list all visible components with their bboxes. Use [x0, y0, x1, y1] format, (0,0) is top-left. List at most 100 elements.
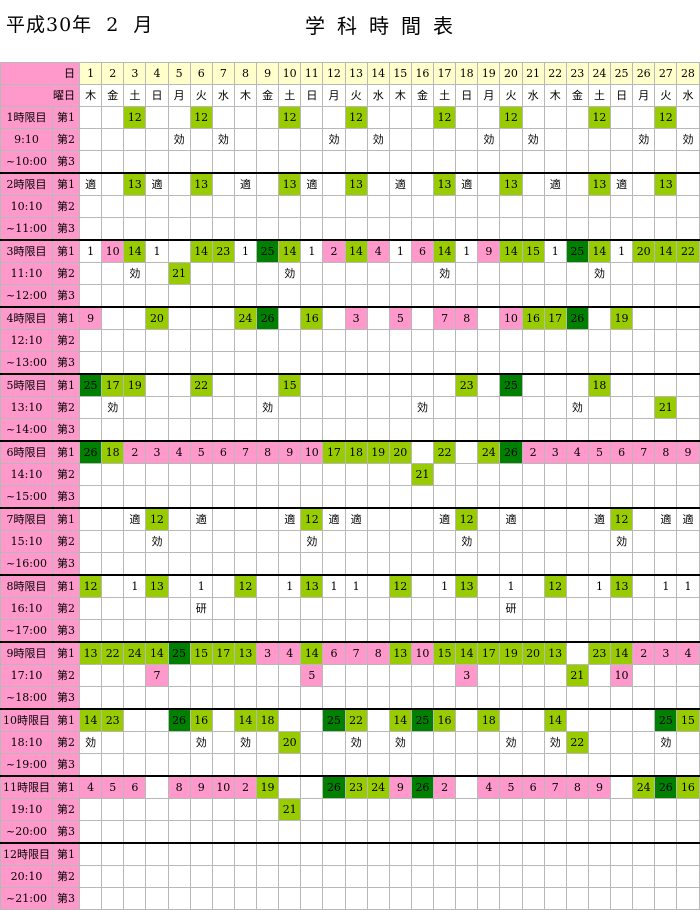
slot-cell [609, 597, 634, 620]
period-12-row-1: 12時限目 第1 [0, 842, 700, 866]
slot-cell [123, 664, 147, 687]
weekday-row: 曜日木金土日月火水木金土日月火水木金土日月火水木金土日月火水 [0, 84, 700, 107]
slot-cell [167, 306, 191, 330]
sub-slot-label: 第2 [52, 262, 80, 285]
slot-cell: 効 [632, 128, 656, 151]
slot-cell [344, 284, 368, 308]
slot-cell [167, 574, 191, 598]
slot-cell [587, 686, 612, 710]
slot-cell [344, 552, 368, 576]
slot-cell [587, 306, 612, 330]
slot-cell [477, 842, 501, 866]
slot-cell: 17 [322, 440, 346, 464]
period-2-label: 2時限目 [0, 172, 53, 196]
slot-cell [676, 396, 700, 419]
slot-cell: 適 [233, 172, 258, 196]
slot-cell [278, 597, 302, 620]
slot-cell: 適 [432, 507, 457, 531]
slot-cell [101, 865, 125, 888]
slot-cell [167, 507, 191, 531]
slot-cell: 1 [344, 574, 368, 598]
slot-cell [609, 106, 634, 129]
slot-cell [278, 396, 302, 419]
period-3-label: ~12:00 [0, 284, 53, 308]
slot-cell [587, 887, 612, 910]
slot-cell [632, 574, 656, 598]
slot-cell: 15 [432, 641, 457, 665]
slot-cell [676, 195, 700, 218]
slot-cell [477, 731, 501, 754]
slot-cell [78, 351, 103, 375]
slot-cell [78, 418, 103, 442]
slot-cell [300, 887, 324, 910]
slot-cell [521, 753, 545, 777]
slot-cell: 21 [410, 463, 435, 486]
slot-cell [477, 507, 501, 531]
slot-cell: 16 [521, 306, 545, 330]
slot-cell: 14 [432, 239, 457, 263]
slot-cell [676, 798, 700, 821]
slot-cell: 7 [543, 775, 567, 799]
slot-cell [499, 128, 523, 151]
weekday-4: 日 [145, 84, 169, 107]
slot-cell [167, 284, 191, 308]
slot-cell [388, 106, 412, 129]
slot-cell [410, 172, 435, 196]
slot-cell [499, 753, 523, 777]
sub-slot-label: 第3 [52, 351, 80, 375]
slot-cell [521, 552, 545, 576]
slot-cell [300, 373, 324, 397]
slot-cell [278, 128, 302, 151]
slot-cell [366, 753, 390, 777]
day-number-2: 2 [101, 62, 125, 85]
slot-cell [189, 798, 213, 821]
slot-cell: 1 [189, 574, 213, 598]
period-11-label: 19:10 [0, 798, 53, 821]
slot-cell [499, 217, 523, 241]
period-1-row-3: ~10:00 第3 [0, 150, 700, 174]
sub-slot-label: 第2 [52, 530, 80, 553]
slot-cell [587, 731, 612, 754]
slot-cell [565, 507, 589, 531]
slot-cell [101, 306, 125, 330]
slot-cell [410, 195, 435, 218]
slot-cell [609, 373, 634, 397]
slot-cell: 5 [189, 440, 213, 464]
slot-cell [609, 619, 634, 643]
slot-cell [565, 150, 589, 174]
slot-cell: 13 [344, 172, 368, 196]
slot-cell: 効 [499, 731, 523, 754]
slot-cell [632, 753, 656, 777]
slot-cell [565, 798, 589, 821]
slot-cell: 4 [167, 440, 191, 464]
slot-cell [632, 463, 656, 486]
slot-cell: 3 [145, 440, 169, 464]
slot-cell [654, 485, 678, 509]
slot-cell [499, 329, 523, 352]
slot-cell: 効 [322, 128, 346, 151]
slot-cell [477, 753, 501, 777]
slot-cell [344, 418, 368, 442]
slot-cell: 8 [654, 440, 678, 464]
slot-cell [322, 597, 346, 620]
slot-cell [344, 664, 368, 687]
slot-cell: 12 [145, 507, 169, 531]
slot-cell [366, 373, 390, 397]
slot-cell [233, 686, 258, 710]
slot-cell: 適 [78, 172, 103, 196]
slot-cell [410, 418, 435, 442]
slot-cell [255, 418, 280, 442]
slot-cell [676, 664, 700, 687]
slot-cell [78, 329, 103, 352]
slot-cell: 25 [255, 239, 280, 263]
slot-cell: 8 [167, 775, 191, 799]
slot-cell [388, 195, 412, 218]
day-number-3: 3 [123, 62, 147, 85]
slot-cell: 22 [432, 440, 457, 464]
slot-cell: 24 [632, 775, 656, 799]
slot-cell [543, 820, 567, 844]
sub-slot-label: 第1 [52, 641, 80, 665]
slot-cell [455, 463, 479, 486]
slot-cell [211, 619, 235, 643]
slot-cell [255, 597, 280, 620]
